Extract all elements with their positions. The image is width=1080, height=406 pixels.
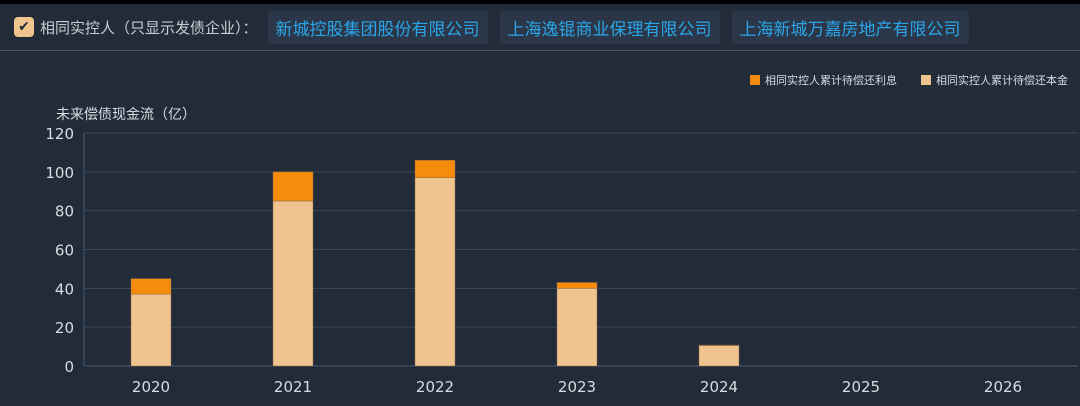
bar-segment[interactable] [130,278,172,295]
bar-segment[interactable] [272,171,314,202]
bar-segment[interactable] [414,177,456,367]
chart-panel: ✔ 相同实控人（只显示发债企业）： 新城控股集团股份有限公司 上海逸锟商业保理有… [0,4,1080,406]
bar-segment[interactable] [130,293,172,367]
filter-bar: ✔ 相同实控人（只显示发债企业）： 新城控股集团股份有限公司 上海逸锟商业保理有… [0,4,1080,51]
legend-label: 相同实控人累计待偿还本金 [936,74,1068,87]
x-tick-label: 2022 [416,378,454,396]
bar-segment[interactable] [698,345,740,367]
y-tick-label: 100 [45,164,74,182]
bar-segment[interactable] [272,200,314,367]
same-controller-checkbox[interactable]: ✔ [14,17,34,37]
x-tick-label: 2026 [984,378,1022,396]
company-link[interactable]: 上海新城万嘉房地产有限公司 [731,10,969,44]
x-tick-label: 2024 [700,378,738,396]
x-tick-label: 2020 [132,378,170,396]
y-tick-label: 80 [55,203,74,221]
x-tick-label: 2025 [842,378,880,396]
company-link[interactable]: 上海逸锟商业保理有限公司 [499,10,720,44]
bar-segment[interactable] [556,288,598,367]
y-axis-title: 未来偿债现金流（亿） [56,107,196,123]
legend-item-interest[interactable]: 相同实控人累计待偿还利息 [750,72,897,88]
company-link[interactable]: 新城控股集团股份有限公司 [267,10,488,44]
x-tick-label: 2021 [274,378,312,396]
y-tick-label: 60 [55,242,74,260]
y-tick-label: 20 [55,319,74,337]
legend-label: 相同实控人累计待偿还利息 [765,74,897,87]
y-tick-label: 120 [45,125,74,143]
bar-segment[interactable] [556,282,598,289]
bar-segment[interactable] [414,159,456,178]
y-tick-label: 40 [55,280,74,298]
bar-segment[interactable] [698,344,740,346]
legend: 相同实控人累计待偿还利息 相同实控人累计待偿还本金 [750,72,1068,88]
legend-item-principal[interactable]: 相同实控人累计待偿还本金 [921,72,1068,88]
filter-label: 相同实控人（只显示发债企业）： [40,18,258,37]
x-tick-label: 2023 [558,378,596,396]
y-tick-label: 0 [64,358,74,376]
